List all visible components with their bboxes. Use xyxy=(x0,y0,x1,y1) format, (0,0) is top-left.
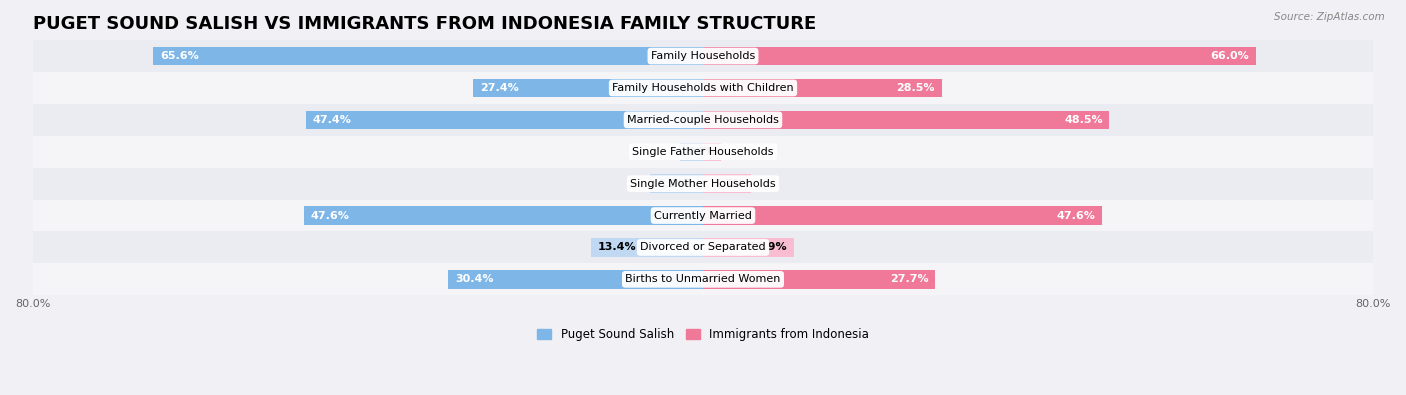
Bar xyxy=(650,175,703,193)
Bar xyxy=(703,238,794,257)
Text: 2.2%: 2.2% xyxy=(683,147,714,157)
Text: PUGET SOUND SALISH VS IMMIGRANTS FROM INDONESIA FAMILY STRUCTURE: PUGET SOUND SALISH VS IMMIGRANTS FROM IN… xyxy=(32,15,815,33)
Text: Single Mother Households: Single Mother Households xyxy=(630,179,776,189)
Bar xyxy=(474,79,703,97)
Text: 5.7%: 5.7% xyxy=(713,179,744,189)
Text: 13.4%: 13.4% xyxy=(598,243,636,252)
Bar xyxy=(703,79,942,97)
Text: 47.6%: 47.6% xyxy=(1056,211,1095,220)
Bar xyxy=(304,206,703,225)
Text: 10.9%: 10.9% xyxy=(749,243,787,252)
Bar xyxy=(703,175,751,193)
Bar xyxy=(449,270,703,289)
Text: 6.3%: 6.3% xyxy=(657,179,688,189)
Text: 48.5%: 48.5% xyxy=(1064,115,1102,125)
Bar xyxy=(32,40,1374,72)
Bar xyxy=(703,143,721,161)
Bar xyxy=(32,136,1374,168)
Text: Family Households with Children: Family Households with Children xyxy=(612,83,794,93)
Bar xyxy=(681,143,703,161)
Bar xyxy=(591,238,703,257)
Bar xyxy=(703,206,1102,225)
Text: Single Father Households: Single Father Households xyxy=(633,147,773,157)
Text: 47.6%: 47.6% xyxy=(311,211,350,220)
Bar xyxy=(703,47,1256,65)
Text: 2.7%: 2.7% xyxy=(688,147,718,157)
Bar xyxy=(307,111,703,129)
Bar xyxy=(32,199,1374,231)
Text: 27.7%: 27.7% xyxy=(890,275,928,284)
Text: 30.4%: 30.4% xyxy=(456,275,494,284)
Legend: Puget Sound Salish, Immigrants from Indonesia: Puget Sound Salish, Immigrants from Indo… xyxy=(533,323,873,346)
Bar xyxy=(32,104,1374,136)
Bar xyxy=(32,72,1374,104)
Bar xyxy=(153,47,703,65)
Bar xyxy=(703,270,935,289)
Text: Source: ZipAtlas.com: Source: ZipAtlas.com xyxy=(1274,12,1385,22)
Bar xyxy=(32,168,1374,199)
Bar xyxy=(32,231,1374,263)
Text: Married-couple Households: Married-couple Households xyxy=(627,115,779,125)
Text: Family Households: Family Households xyxy=(651,51,755,61)
Bar xyxy=(703,111,1109,129)
Text: Currently Married: Currently Married xyxy=(654,211,752,220)
Text: 27.4%: 27.4% xyxy=(479,83,519,93)
Text: 65.6%: 65.6% xyxy=(160,51,198,61)
Bar xyxy=(32,263,1374,295)
Text: Divorced or Separated: Divorced or Separated xyxy=(640,243,766,252)
Text: 28.5%: 28.5% xyxy=(897,83,935,93)
Text: Births to Unmarried Women: Births to Unmarried Women xyxy=(626,275,780,284)
Text: 66.0%: 66.0% xyxy=(1211,51,1250,61)
Text: 47.4%: 47.4% xyxy=(312,115,352,125)
